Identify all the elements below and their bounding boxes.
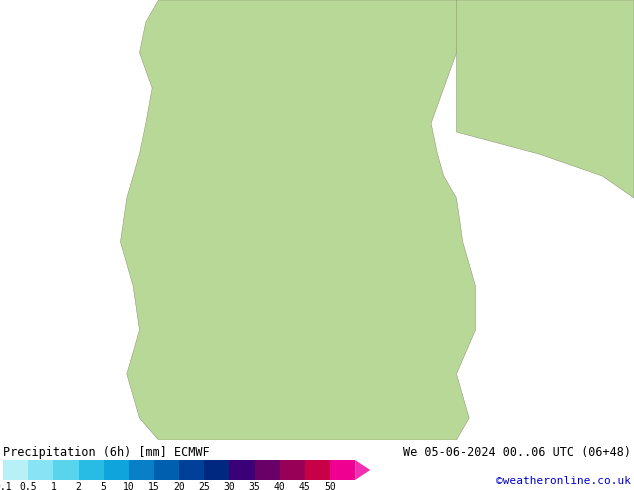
Text: ©weatheronline.co.uk: ©weatheronline.co.uk [496,476,631,486]
Polygon shape [120,0,476,440]
Bar [230,460,255,480]
Text: 20: 20 [173,482,185,490]
Text: 1: 1 [51,482,56,490]
Text: We 05-06-2024 00..06 UTC (06+48): We 05-06-2024 00..06 UTC (06+48) [403,446,631,459]
Bar [53,460,79,480]
Text: 25: 25 [198,482,210,490]
Text: 35: 35 [249,482,261,490]
Bar [204,460,230,480]
Text: Precipitation (6h) [mm] ECMWF: Precipitation (6h) [mm] ECMWF [3,446,210,459]
Polygon shape [355,460,370,480]
Text: 50: 50 [324,482,336,490]
Bar [255,460,280,480]
Text: 40: 40 [274,482,285,490]
Bar [280,460,305,480]
Bar [29,460,53,480]
Text: 2: 2 [75,482,82,490]
Text: 15: 15 [148,482,160,490]
Bar [154,460,179,480]
Text: 30: 30 [224,482,235,490]
Bar [305,460,330,480]
Bar [104,460,129,480]
Polygon shape [456,0,634,198]
Text: 5: 5 [101,482,107,490]
Bar [129,460,154,480]
Bar [330,460,355,480]
Text: 0.1: 0.1 [0,482,12,490]
Bar [3,460,29,480]
Text: 0.5: 0.5 [20,482,37,490]
Text: 45: 45 [299,482,311,490]
Bar [79,460,104,480]
Text: 10: 10 [123,482,135,490]
Bar [179,460,204,480]
